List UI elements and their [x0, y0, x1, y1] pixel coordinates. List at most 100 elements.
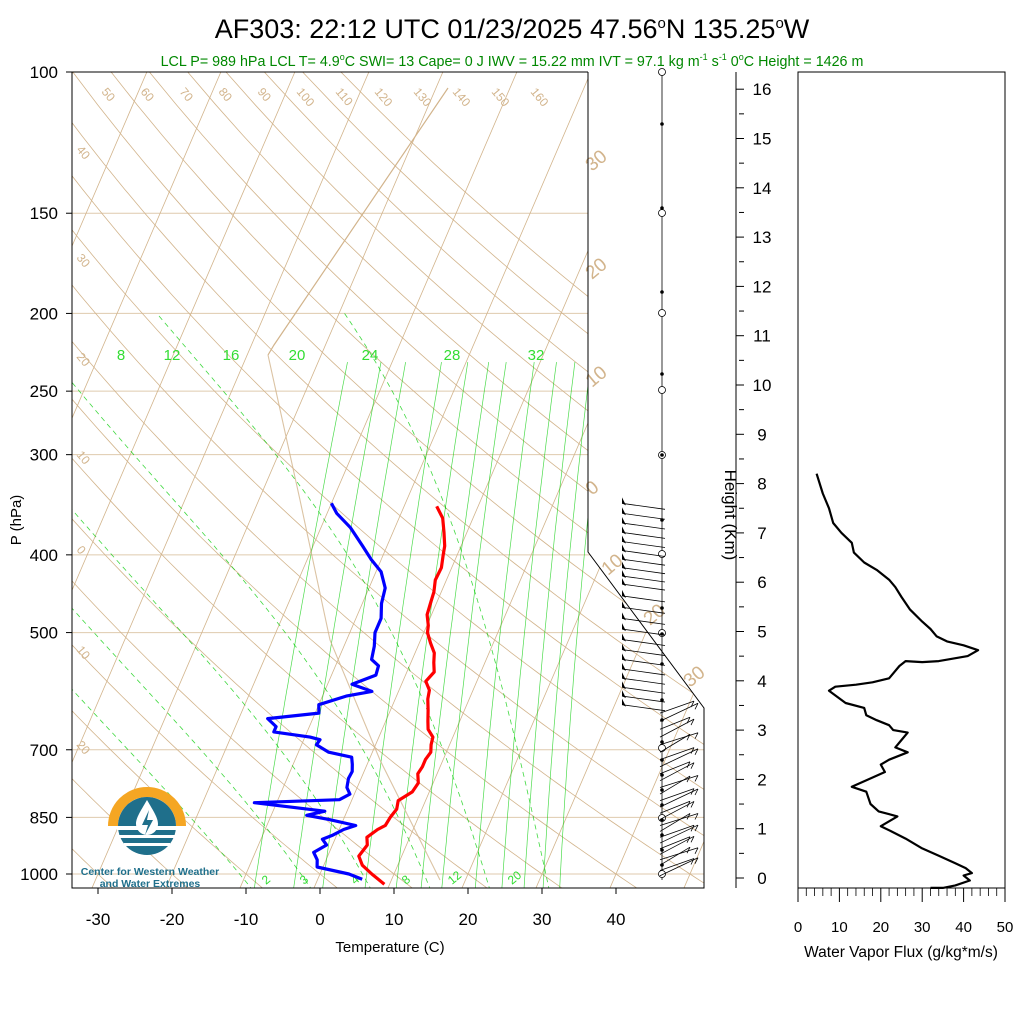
- wind-barb: [659, 813, 699, 826]
- wind-barb: [621, 658, 666, 666]
- mixing-ratio-label: 32: [528, 347, 545, 364]
- wind-barb-feather: [694, 824, 699, 832]
- temperature-line: [357, 505, 447, 886]
- flux-tick-label: 20: [872, 919, 889, 936]
- wind-barb: [659, 813, 691, 832]
- mixing-ratio-line: [364, 362, 442, 888]
- isotherm-label: 10: [582, 362, 612, 392]
- dewpoint-line: [252, 502, 387, 881]
- wind-barb-feather: [694, 775, 699, 782]
- degree-mark: o: [658, 15, 666, 32]
- mixing-ratio-label: 20: [505, 868, 524, 888]
- isotherm-line: [72, 72, 148, 888]
- wind-barb-feather: [690, 718, 695, 726]
- height-axis-label: Height (Km): [721, 470, 740, 561]
- wind-barb: [621, 704, 666, 712]
- subtitle-lcl: LCL P= 989 hPa LCL T= 4.9: [161, 54, 340, 70]
- wind-barb: [621, 606, 666, 614]
- subtitle-mid: s: [708, 54, 719, 70]
- wind-barb-feather: [686, 775, 691, 783]
- flux-tick-label: 10: [831, 919, 848, 936]
- flux-tick-label: 50: [997, 919, 1014, 936]
- mixing-ratio-label: 16: [223, 347, 240, 364]
- wind-barb: [659, 835, 695, 855]
- degree-mark: o: [775, 15, 783, 32]
- wind-barb-feather: [686, 847, 691, 854]
- wind-flag: [622, 623, 626, 632]
- flux-tick-label: 0: [794, 919, 802, 936]
- adiabat-label: 60: [138, 85, 158, 104]
- isotherm-line: [164, 72, 518, 888]
- wind-flag: [622, 516, 626, 525]
- wind-barb: [659, 762, 695, 782]
- flux-axis-label: Water Vapor Flux (g/kg*m/s): [804, 944, 998, 961]
- pressure-tick-label: 500: [30, 624, 58, 643]
- mixing-ratio-line: [441, 362, 507, 888]
- temperature-tick-label: 0: [315, 910, 324, 929]
- height-tick-label: 0: [757, 869, 766, 888]
- mixing-ratio-line: [474, 362, 535, 888]
- isotherm-line: [608, 72, 704, 888]
- title-prefix: AF303: 22:12 UTC 01/23/2025 47.56: [215, 14, 658, 44]
- wind-flag: [622, 544, 626, 553]
- wind-barb: [659, 761, 691, 775]
- isotherm-line: [72, 72, 222, 888]
- height-tick-label: 10: [753, 376, 772, 395]
- parcel-line: [267, 87, 449, 356]
- flux-tick-label: 30: [914, 919, 931, 936]
- isotherm-line: [757, 72, 1024, 891]
- dry-adiabat-line: [302, 72, 704, 888]
- dry-adiabat-line: [225, 72, 704, 888]
- wind-barb: [659, 702, 699, 722]
- isotherm-label: 20: [640, 600, 670, 630]
- wind-level-dot: [660, 206, 664, 210]
- cw3e-logo: [108, 787, 186, 855]
- chart-subtitle: LCL P= 989 hPa LCL T= 4.9oC SWI= 13 Cape…: [161, 52, 864, 70]
- wind-barb: [621, 595, 666, 603]
- wind-flag: [622, 578, 626, 587]
- wind-flag: [622, 535, 626, 544]
- isotherm-line: [72, 72, 296, 888]
- isotherm-line: [72, 72, 74, 888]
- wind-barb-feather: [686, 813, 691, 820]
- mixing-ratio-label: 20: [289, 347, 306, 364]
- dry-adiabat-line: [72, 72, 192, 888]
- wind-barb: [621, 639, 666, 646]
- dry-adiabat-line: [72, 72, 704, 888]
- wind-barb-feather: [690, 825, 695, 832]
- wind-flag: [622, 601, 626, 610]
- wind-barb: [659, 718, 695, 738]
- wind-flag: [622, 672, 626, 681]
- height-tick-label: 13: [753, 228, 772, 247]
- logo-wave: [124, 843, 170, 846]
- skewt-background-lines: [72, 72, 1024, 891]
- moist-adiabat-line: [72, 313, 432, 888]
- mixing-ratio-label: 8: [117, 347, 125, 364]
- pressure-axis-label: P (hPa): [8, 495, 25, 546]
- isotherm-line: [534, 72, 704, 888]
- wind-barb: [621, 567, 666, 575]
- wind-barb: [659, 732, 699, 746]
- temperature-tick-label: -20: [160, 910, 185, 929]
- wind-barb-feather: [690, 762, 695, 769]
- isotherm-line: [72, 72, 370, 888]
- wind-barb-feather: [690, 747, 695, 754]
- pressure-tick-label: 200: [30, 304, 58, 323]
- height-tick-label: 5: [757, 623, 766, 642]
- dry-adiabat-line: [72, 72, 267, 888]
- wind-level-circle: [658, 309, 666, 317]
- wind-barb-feather: [686, 761, 691, 768]
- dry-adiabat-line: [72, 72, 704, 888]
- wind-flag: [622, 526, 626, 535]
- pressure-tick-label: 250: [30, 382, 58, 401]
- moist-adiabat-line: [72, 313, 373, 888]
- isotherm-label: 20: [74, 350, 94, 369]
- adiabat-label: 110: [333, 85, 356, 109]
- wind-barb: [621, 617, 666, 625]
- height-tick-label: 11: [753, 327, 771, 346]
- sounding-traces: [252, 502, 447, 886]
- isotherm-label: 30: [74, 251, 94, 270]
- degree-mark: o: [739, 52, 744, 62]
- dry-adiabat-line: [264, 72, 704, 888]
